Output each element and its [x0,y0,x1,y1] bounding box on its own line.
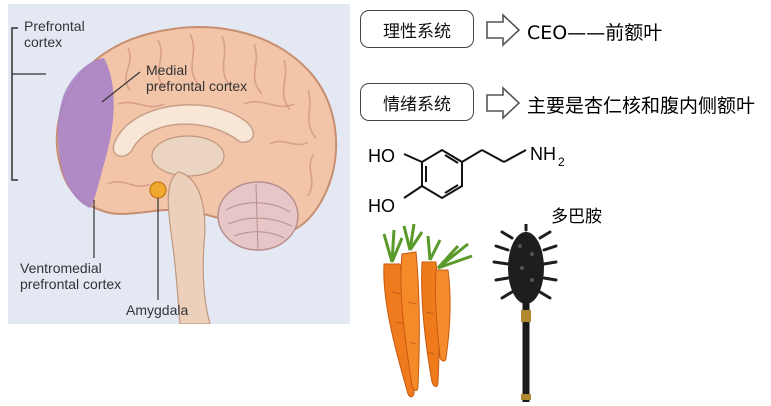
brain-diagram: Prefrontal cortex Medial prefrontal cort… [8,4,350,324]
cerebellum-folia [225,183,293,251]
spiked-stick-icon [492,224,558,402]
emotional-system-description: 主要是杏仁核和腹内侧额叶 [527,95,756,117]
amine-subscript-text: 2 [558,155,565,169]
brain-illustration [11,26,337,324]
prefrontal-highlight [57,58,114,208]
gyri-texture [107,33,317,197]
rational-system-description: CEO——前额叶 [527,22,663,44]
thalamus [151,135,225,177]
ho-top-text: HO [368,146,395,166]
medial-pointer-line [101,71,141,103]
amine-group-text: NH [530,144,556,164]
arrow-right-icon [486,13,521,47]
corpus-callosum [112,104,254,157]
carrot-icon [382,223,473,398]
label-ventromedial-prefrontal-cortex: Ventromedial prefrontal cortex [20,260,122,292]
emotional-system-label: 情绪系统 [383,94,451,115]
brainstem [167,171,211,324]
label-prefrontal-cortex: Prefrontal cortex [24,18,85,50]
label-amygdala: Amygdala [126,302,189,318]
prefrontal-bracket [11,27,18,181]
dopamine-structure: HO HO NH 2 [368,144,565,216]
arrow-right-icon [486,86,521,120]
rational-system-label: 理性系统 [383,21,451,42]
ho-bottom-text: HO [368,196,395,216]
rational-system-box: 理性系统 [360,10,474,48]
amygdala-shape [149,181,167,199]
emotional-system-box: 情绪系统 [360,83,474,121]
label-medial-prefrontal-cortex: Medial prefrontal cortex [146,62,248,94]
dopamine-name: 多巴胺 [551,207,602,227]
